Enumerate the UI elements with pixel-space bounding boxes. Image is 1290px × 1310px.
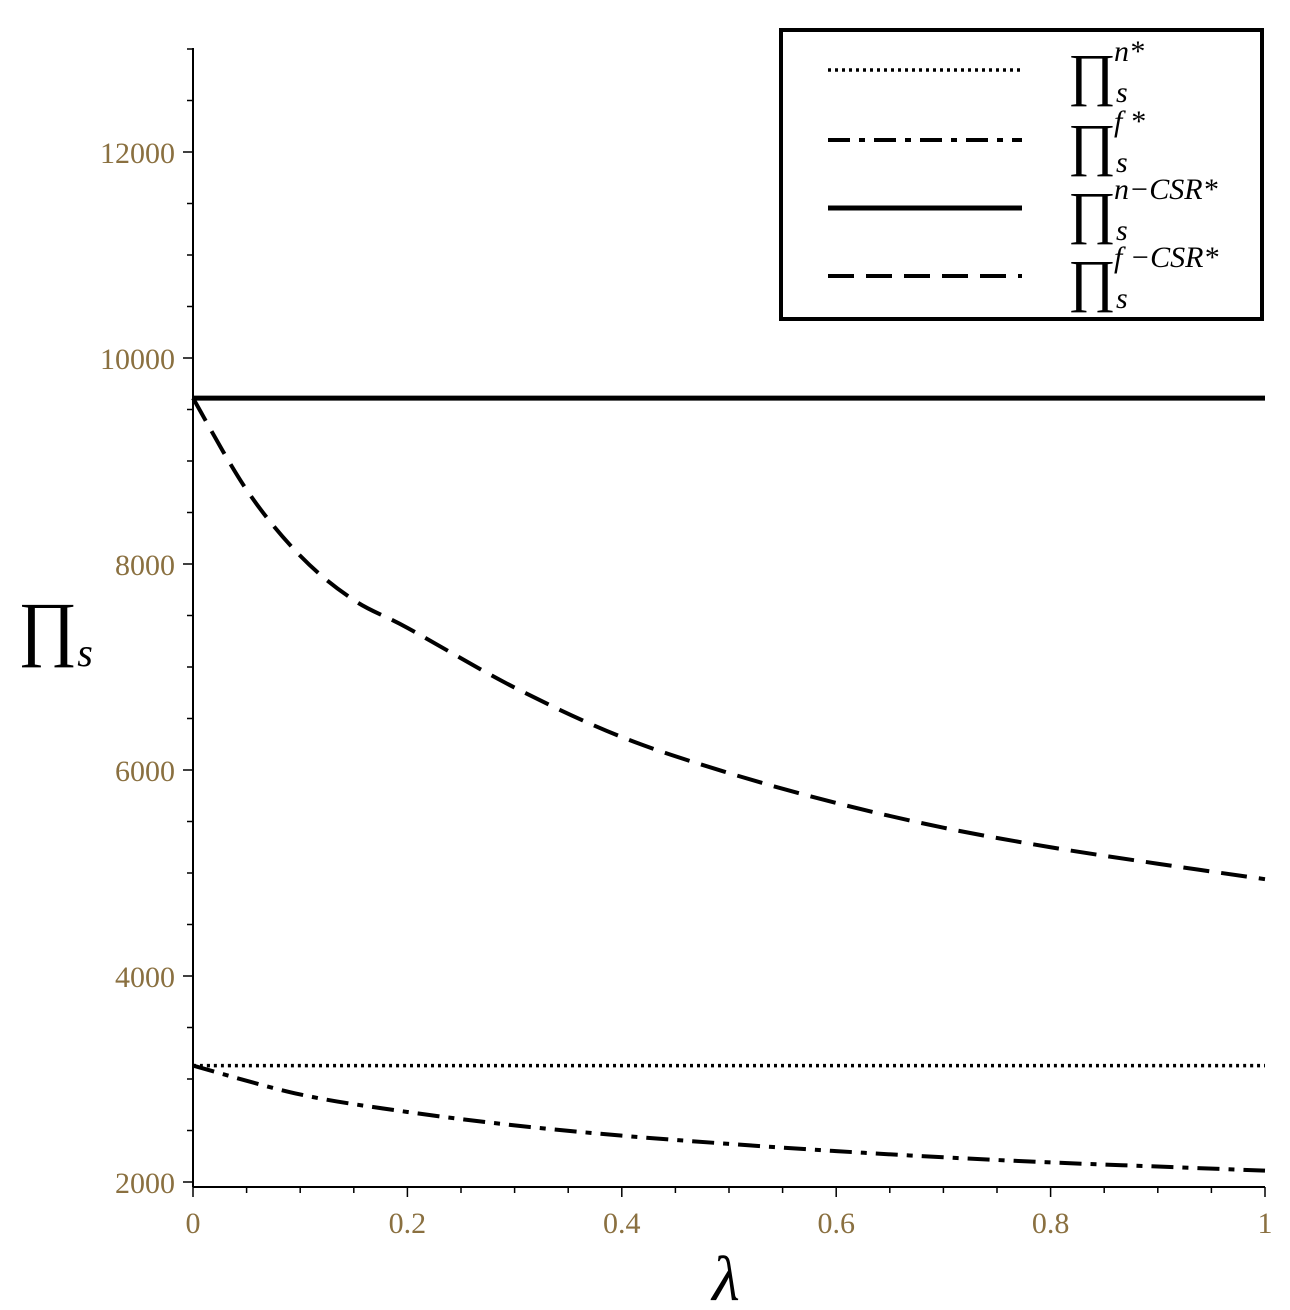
series-line-pi_f_csr: [191, 397, 1266, 882]
legend: ∏n*s∏f *s∏n−CSR*s∏f −CSR*s: [779, 28, 1264, 321]
y-tick-label: 6000: [115, 755, 175, 788]
y-tick-label: 10000: [100, 343, 175, 376]
x-tick-label: 0.2: [389, 1207, 427, 1240]
x-tick-label: 1: [1258, 1207, 1273, 1240]
x-tick-label: 0.6: [817, 1207, 855, 1240]
y-axis-label: ∏s: [18, 588, 93, 675]
x-tick-label: 0: [186, 1207, 201, 1240]
y-tick-label: 12000: [100, 137, 175, 170]
legend-sub-pi_n: s: [1116, 76, 1128, 109]
legend-entry-pi_n_csr: ∏: [1068, 180, 1116, 245]
y-tick-label: 8000: [115, 549, 175, 582]
legend-entry-pi_n: ∏: [1068, 42, 1116, 107]
x-tick-label: 0.8: [1032, 1207, 1070, 1240]
legend-entry-pi_f_csr: ∏: [1068, 248, 1116, 313]
legend-sup-pi_f_csr: f −CSR*: [1114, 241, 1218, 274]
legend-sup-pi_n: n*: [1114, 35, 1144, 68]
legend-entry-pi_f: ∏: [1068, 112, 1116, 177]
legend-sup-pi_n_csr: n−CSR*: [1114, 173, 1218, 206]
legend-sub-pi_f: s: [1116, 146, 1128, 179]
axes: 2000 4000 6000 8000 10000 12000 0 0.2 0.4 0.6 0.8 1…: [18, 48, 1273, 1310]
y-tick-label: 2000: [115, 1167, 175, 1200]
series-line-pi_f: [192, 1063, 1266, 1173]
legend-sup-pi_f: f *: [1114, 105, 1145, 138]
x-tick-label: 0.4: [603, 1207, 641, 1240]
legend-sub-pi_f_csr: s: [1116, 282, 1128, 315]
series-lines: [191, 395, 1266, 1173]
x-axis-label: λ: [710, 1243, 740, 1310]
y-tick-label: 4000: [115, 961, 175, 994]
legend-sub-pi_n_csr: s: [1116, 214, 1128, 247]
legend-box: [779, 28, 1264, 321]
